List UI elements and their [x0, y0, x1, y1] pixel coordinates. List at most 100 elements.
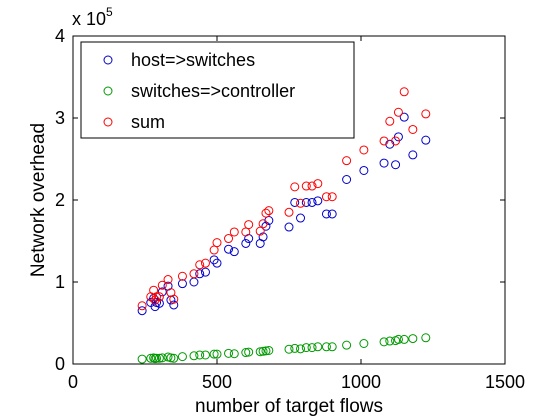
- x-axis-label: number of target flows: [195, 396, 383, 417]
- data-point: [224, 348, 234, 358]
- data-point: [284, 344, 294, 354]
- data-point: [229, 349, 239, 359]
- data-point: [327, 209, 337, 219]
- data-point: [296, 213, 306, 223]
- data-point: [255, 347, 265, 357]
- data-point: [284, 222, 294, 232]
- data-point: [154, 292, 164, 302]
- data-point: [177, 271, 187, 281]
- x-axis: 0 500 1000 1500: [68, 36, 525, 392]
- data-point: [301, 197, 311, 207]
- y-axis-exponent: x 105: [72, 5, 113, 29]
- data-point: [393, 334, 403, 344]
- data-point: [399, 334, 409, 344]
- data-point: [296, 198, 306, 208]
- data-point: [313, 342, 323, 352]
- data-point: [301, 343, 311, 353]
- data-point: [212, 349, 222, 359]
- data-point: [189, 351, 199, 361]
- y-tick-label: 4: [55, 26, 65, 46]
- data-point: [258, 346, 268, 356]
- data-point: [157, 353, 167, 363]
- legend-label: switches=>controller: [131, 81, 295, 101]
- data-point: [261, 208, 271, 218]
- data-point: [301, 181, 311, 191]
- data-point: [321, 192, 331, 202]
- data-point: [290, 182, 300, 192]
- data-point: [379, 337, 389, 347]
- data-point: [379, 136, 389, 146]
- data-point: [408, 334, 418, 344]
- data-point: [359, 165, 369, 175]
- data-point: [137, 301, 147, 311]
- data-point: [342, 156, 352, 166]
- legend: host=>switches switches=>controller sum: [80, 41, 355, 139]
- y-tick-label: 1: [55, 272, 65, 292]
- data-point: [307, 181, 317, 191]
- data-point: [166, 353, 176, 363]
- data-point: [137, 354, 147, 364]
- data-point: [209, 349, 219, 359]
- data-point: [154, 353, 164, 363]
- legend-marker: [103, 117, 113, 127]
- data-point: [169, 294, 179, 304]
- data-point: [391, 160, 401, 170]
- data-point: [379, 158, 389, 168]
- data-point: [169, 300, 179, 310]
- data-point: [229, 227, 239, 237]
- data-markers: [137, 87, 431, 364]
- data-point: [244, 220, 254, 230]
- data-point: [408, 124, 418, 134]
- y-tick-label: 2: [55, 190, 65, 210]
- data-point: [321, 209, 331, 219]
- x-tick-label: 500: [202, 372, 232, 392]
- data-point: [342, 340, 352, 350]
- data-point: [152, 292, 162, 302]
- data-point: [313, 196, 323, 206]
- data-point: [321, 342, 331, 352]
- data-point: [229, 247, 239, 257]
- data-point: [195, 350, 205, 360]
- data-point: [224, 234, 234, 244]
- data-point: [296, 344, 306, 354]
- data-point: [307, 197, 317, 207]
- series-switches-controller: [137, 333, 431, 364]
- data-point: [327, 342, 337, 352]
- data-point: [399, 87, 409, 97]
- data-point: [385, 336, 395, 346]
- data-point: [200, 258, 210, 268]
- legend-box: [80, 41, 355, 139]
- series-sum: [137, 87, 431, 311]
- legend-label: sum: [131, 112, 165, 132]
- legend-marker: [103, 86, 113, 96]
- data-point: [421, 135, 431, 145]
- data-point: [258, 232, 268, 242]
- x-tick-label: 0: [68, 372, 78, 392]
- data-point: [408, 150, 418, 160]
- data-point: [149, 353, 159, 363]
- data-point: [212, 238, 222, 248]
- x-tick-label: 1000: [341, 372, 381, 392]
- data-point: [244, 347, 254, 357]
- y-axis: 0 1 2 3 4: [55, 26, 505, 374]
- x-tick-label: 1500: [485, 372, 525, 392]
- data-point: [224, 244, 234, 254]
- data-point: [200, 350, 210, 360]
- data-point: [385, 116, 395, 126]
- data-point: [421, 109, 431, 119]
- data-point: [157, 287, 167, 297]
- data-point: [200, 267, 210, 277]
- data-point: [421, 333, 431, 343]
- data-point: [284, 207, 294, 217]
- data-point: [241, 348, 251, 358]
- data-point: [241, 238, 251, 248]
- legend-marker: [103, 55, 113, 65]
- data-point: [391, 136, 401, 146]
- data-point: [177, 352, 187, 362]
- data-point: [342, 175, 352, 184]
- data-point: [195, 269, 205, 279]
- data-point: [264, 345, 274, 355]
- data-point: [157, 280, 167, 290]
- y-tick-label: 0: [55, 354, 65, 374]
